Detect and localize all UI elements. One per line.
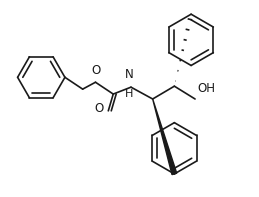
Text: N: N bbox=[125, 68, 133, 81]
Text: O: O bbox=[94, 102, 103, 115]
Text: O: O bbox=[92, 64, 101, 77]
Text: H: H bbox=[125, 89, 133, 99]
Polygon shape bbox=[153, 99, 177, 175]
Text: OH: OH bbox=[197, 82, 215, 95]
